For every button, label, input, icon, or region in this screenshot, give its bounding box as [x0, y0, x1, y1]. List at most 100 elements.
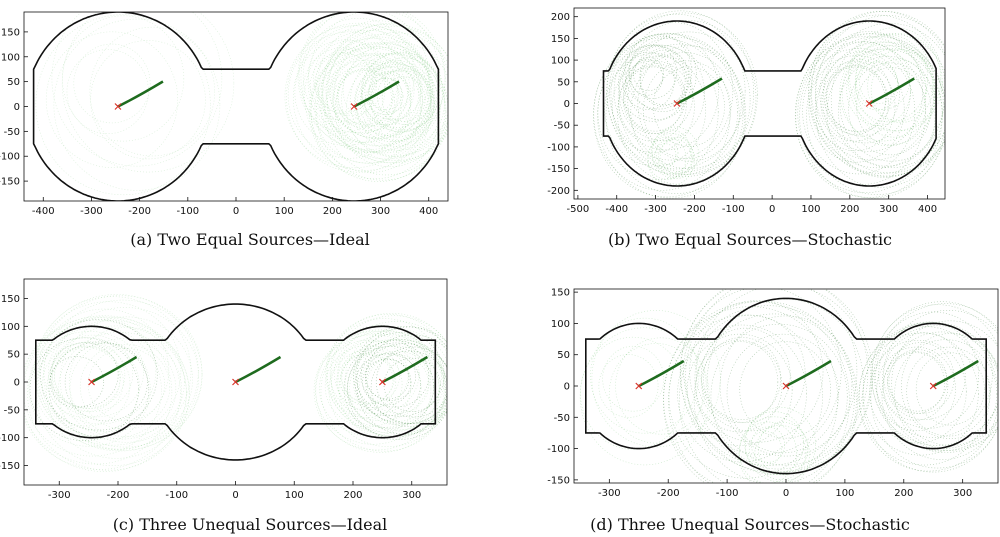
trail-circle	[320, 59, 411, 153]
trail-circle	[617, 20, 757, 175]
trail-circle	[738, 421, 798, 483]
x-tick-label: 400	[918, 204, 937, 215]
trail-circle	[882, 310, 998, 451]
trail-circle	[53, 18, 221, 191]
trail-circle	[45, 31, 179, 168]
trail-circle	[39, 308, 170, 432]
trail-circle	[802, 48, 916, 175]
trail-circle	[340, 354, 394, 406]
trail-circle	[694, 289, 872, 473]
trail-circle	[882, 351, 949, 421]
trail-circle	[613, 32, 719, 151]
x-tick-label: -200	[657, 488, 680, 499]
trail-circle	[858, 322, 998, 472]
trail-circle	[677, 324, 807, 463]
trail-circle	[651, 129, 691, 174]
trail-circle	[660, 137, 694, 175]
trail-circle	[668, 300, 857, 483]
trail-circle	[59, 316, 193, 443]
trail-circle	[340, 347, 400, 404]
trail-circle	[580, 336, 687, 450]
trail-circle	[593, 37, 731, 191]
y-tick-label: 50	[557, 77, 570, 88]
trail-circle	[325, 313, 447, 433]
trail-circle	[307, 12, 446, 152]
y-tick-label: 100	[1, 52, 20, 63]
trail-circle	[360, 342, 430, 408]
trail-circle	[355, 332, 445, 417]
trail-circle	[356, 343, 447, 435]
y-tick-label: -150	[547, 164, 570, 175]
trail-circle	[349, 52, 445, 151]
trail-circle	[627, 31, 751, 169]
trail-circle	[349, 345, 440, 431]
trail-circle	[870, 325, 998, 469]
trail-circle	[901, 333, 998, 439]
trail-circle	[797, 41, 926, 185]
boundary-curve	[585, 297, 987, 475]
trail-circle	[839, 45, 944, 162]
trail-circle	[794, 36, 936, 194]
trail-circle	[324, 47, 448, 176]
x-tick-label: -100	[165, 490, 188, 501]
trail-circle	[355, 66, 423, 136]
x-tick-label: 300	[879, 204, 898, 215]
trail-circle	[359, 350, 435, 422]
trail-circle	[618, 65, 687, 142]
trail-circle	[309, 52, 377, 122]
trail-circle	[325, 36, 432, 146]
trail-circle	[841, 41, 936, 147]
trail-circle	[49, 342, 119, 408]
trail-circle	[858, 326, 990, 466]
trail-circle	[68, 327, 185, 437]
trail-circle	[643, 60, 732, 159]
trail-circle	[610, 12, 758, 177]
x-tick-label: 400	[419, 206, 438, 217]
trail-circle	[41, 342, 131, 427]
boundary-curve	[602, 20, 937, 187]
trail-circle	[597, 33, 745, 199]
trail-circle	[66, 49, 149, 134]
trail-circle	[847, 27, 942, 132]
trail-circle	[337, 340, 409, 408]
trail-circle	[317, 38, 429, 153]
y-tick-label: 100	[1, 322, 20, 333]
trail-circle	[808, 55, 905, 163]
trail-circle	[856, 67, 927, 146]
trail-circle	[331, 46, 422, 139]
source-marker	[114, 103, 122, 110]
trail-circle	[799, 33, 945, 199]
trail-circle	[658, 139, 693, 178]
source-marker	[350, 103, 358, 110]
trail-circle	[663, 301, 850, 483]
trail-circle	[891, 320, 998, 446]
x-tick-label: 0	[769, 204, 775, 215]
trail-circle	[719, 315, 853, 457]
trail-circle	[624, 63, 686, 132]
trail-circle	[651, 126, 699, 179]
trail-circle	[871, 304, 998, 446]
trail-circle	[315, 49, 377, 112]
trail-circle	[365, 352, 416, 401]
trail-circle	[286, 22, 432, 173]
trail-circle	[336, 70, 392, 128]
trail-circle	[639, 49, 690, 106]
y-tick-label: -50	[4, 127, 20, 138]
trail-circle	[35, 14, 211, 196]
y-tick-label: -100	[547, 444, 570, 455]
trail-circle	[590, 317, 700, 434]
axes-frame	[573, 7, 946, 200]
x-tick-label: -200	[128, 206, 151, 217]
trail-layer	[32, 12, 448, 201]
trail-circle	[314, 53, 374, 114]
y-tick-label: -100	[547, 142, 570, 153]
source-marker	[673, 100, 681, 107]
trail-circle	[887, 352, 946, 414]
trail-circle	[883, 332, 966, 420]
trail-circle	[854, 33, 943, 132]
trail-circle	[361, 73, 412, 126]
trail-circle	[367, 354, 430, 414]
y-tick-label: 50	[7, 350, 20, 361]
x-tick-label: 300	[371, 206, 390, 217]
trail-circle	[362, 51, 440, 132]
